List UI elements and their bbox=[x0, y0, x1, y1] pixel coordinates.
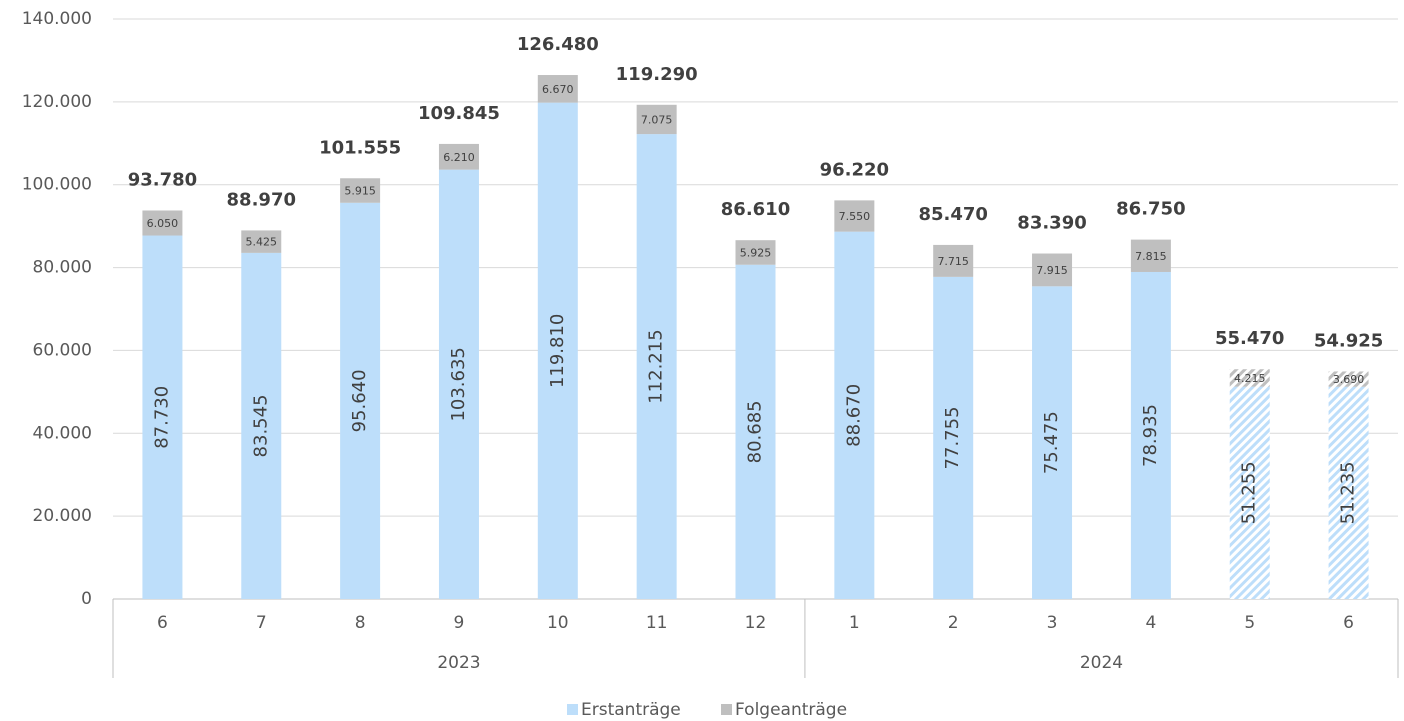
bar-segment bbox=[241, 230, 282, 253]
x-tick-label: 9 bbox=[454, 613, 465, 633]
bar-segment bbox=[1328, 371, 1369, 387]
legend-swatch bbox=[721, 704, 732, 715]
value-label: 6.050 bbox=[147, 217, 179, 230]
value-label: 5.925 bbox=[740, 246, 772, 259]
value-label: 119.810 bbox=[547, 314, 568, 388]
bar-segment bbox=[1032, 253, 1073, 287]
bar-segment bbox=[537, 102, 578, 599]
bar-segment bbox=[537, 75, 578, 103]
value-label: 7.715 bbox=[937, 255, 969, 268]
legend-label: Folgeanträge bbox=[735, 700, 847, 720]
total-label: 86.750 bbox=[1116, 199, 1185, 220]
x-tick-label: 1 bbox=[849, 613, 860, 633]
value-label: 3.690 bbox=[1333, 373, 1365, 386]
value-label: 78.935 bbox=[1140, 404, 1161, 467]
y-tick-label: 80.000 bbox=[33, 258, 92, 278]
x-tick-label: 3 bbox=[1047, 613, 1058, 633]
total-label: 83.390 bbox=[1017, 213, 1086, 234]
bar-segment bbox=[142, 235, 183, 599]
bar-segment bbox=[1130, 271, 1171, 599]
x-tick-label: 6 bbox=[1343, 613, 1354, 633]
x-tick-label: 12 bbox=[745, 613, 767, 633]
bar-segment bbox=[1032, 286, 1073, 599]
legend-swatch bbox=[567, 704, 578, 715]
y-tick-label: 0 bbox=[81, 589, 92, 609]
value-label: 75.475 bbox=[1041, 411, 1062, 474]
bar-segment bbox=[933, 276, 974, 599]
value-label: 87.730 bbox=[151, 386, 172, 449]
bar-segment bbox=[241, 252, 282, 599]
x-tick-label: 10 bbox=[547, 613, 569, 633]
total-label: 101.555 bbox=[319, 137, 401, 158]
value-label: 4.215 bbox=[1234, 372, 1266, 385]
total-label: 96.220 bbox=[820, 159, 889, 180]
total-label: 55.470 bbox=[1215, 328, 1284, 349]
value-label: 77.755 bbox=[942, 406, 963, 469]
value-label: 7.075 bbox=[641, 113, 673, 126]
total-label: 86.610 bbox=[721, 199, 790, 220]
bar-segment bbox=[142, 210, 183, 236]
total-label: 109.845 bbox=[418, 103, 500, 124]
bar-segment bbox=[1130, 239, 1171, 272]
bar-segment bbox=[735, 264, 776, 599]
y-tick-label: 100.000 bbox=[22, 175, 92, 195]
value-label: 88.670 bbox=[843, 384, 864, 447]
value-label: 83.545 bbox=[250, 394, 271, 457]
value-label: 103.635 bbox=[448, 347, 469, 421]
value-label: 7.550 bbox=[839, 210, 871, 223]
x-tick-label: 7 bbox=[256, 613, 267, 633]
value-label: 51.235 bbox=[1338, 461, 1359, 524]
bar-segment bbox=[1229, 386, 1270, 599]
value-label: 112.215 bbox=[646, 329, 667, 403]
y-tick-label: 120.000 bbox=[22, 92, 92, 112]
x-tick-label: 6 bbox=[157, 613, 168, 633]
value-label: 6.210 bbox=[443, 151, 475, 164]
total-label: 85.470 bbox=[918, 204, 987, 225]
value-label: 80.685 bbox=[745, 400, 766, 463]
x-tick-label: 4 bbox=[1145, 613, 1156, 633]
y-tick-label: 20.000 bbox=[33, 506, 92, 526]
legend-label: Erstanträge bbox=[581, 700, 681, 720]
bar-segment bbox=[834, 200, 875, 232]
y-tick-label: 60.000 bbox=[33, 340, 92, 360]
bar-segment bbox=[1328, 386, 1369, 599]
group-label: 2023 bbox=[437, 653, 480, 673]
y-tick-label: 140.000 bbox=[22, 9, 92, 29]
bar-segment bbox=[636, 134, 677, 599]
value-label: 6.670 bbox=[542, 83, 574, 96]
y-tick-label: 40.000 bbox=[33, 423, 92, 443]
x-tick-label: 2 bbox=[948, 613, 959, 633]
x-tick-label: 8 bbox=[355, 613, 366, 633]
bar-segment bbox=[735, 240, 776, 265]
value-label: 5.915 bbox=[344, 185, 376, 198]
bar-segment bbox=[636, 104, 677, 135]
x-tick-label: 5 bbox=[1244, 613, 1255, 633]
total-label: 93.780 bbox=[128, 169, 197, 190]
x-tick-label: 11 bbox=[646, 613, 668, 633]
value-label: 51.255 bbox=[1239, 461, 1260, 524]
value-label: 7.815 bbox=[1135, 250, 1167, 263]
bar-segment bbox=[438, 143, 479, 170]
total-label: 126.480 bbox=[517, 34, 599, 55]
bar-segment bbox=[340, 178, 381, 203]
bar-segment bbox=[834, 231, 875, 599]
group-label: 2024 bbox=[1080, 653, 1123, 673]
value-label: 95.640 bbox=[349, 369, 370, 432]
bar-segment bbox=[340, 202, 381, 599]
total-label: 119.290 bbox=[616, 64, 698, 85]
total-label: 54.925 bbox=[1314, 330, 1383, 351]
bar-segment bbox=[1229, 369, 1270, 387]
value-label: 5.425 bbox=[246, 236, 278, 249]
total-label: 88.970 bbox=[227, 189, 296, 210]
bar-segment bbox=[438, 169, 479, 599]
bar-segment bbox=[933, 244, 974, 277]
value-label: 7.915 bbox=[1036, 264, 1068, 277]
